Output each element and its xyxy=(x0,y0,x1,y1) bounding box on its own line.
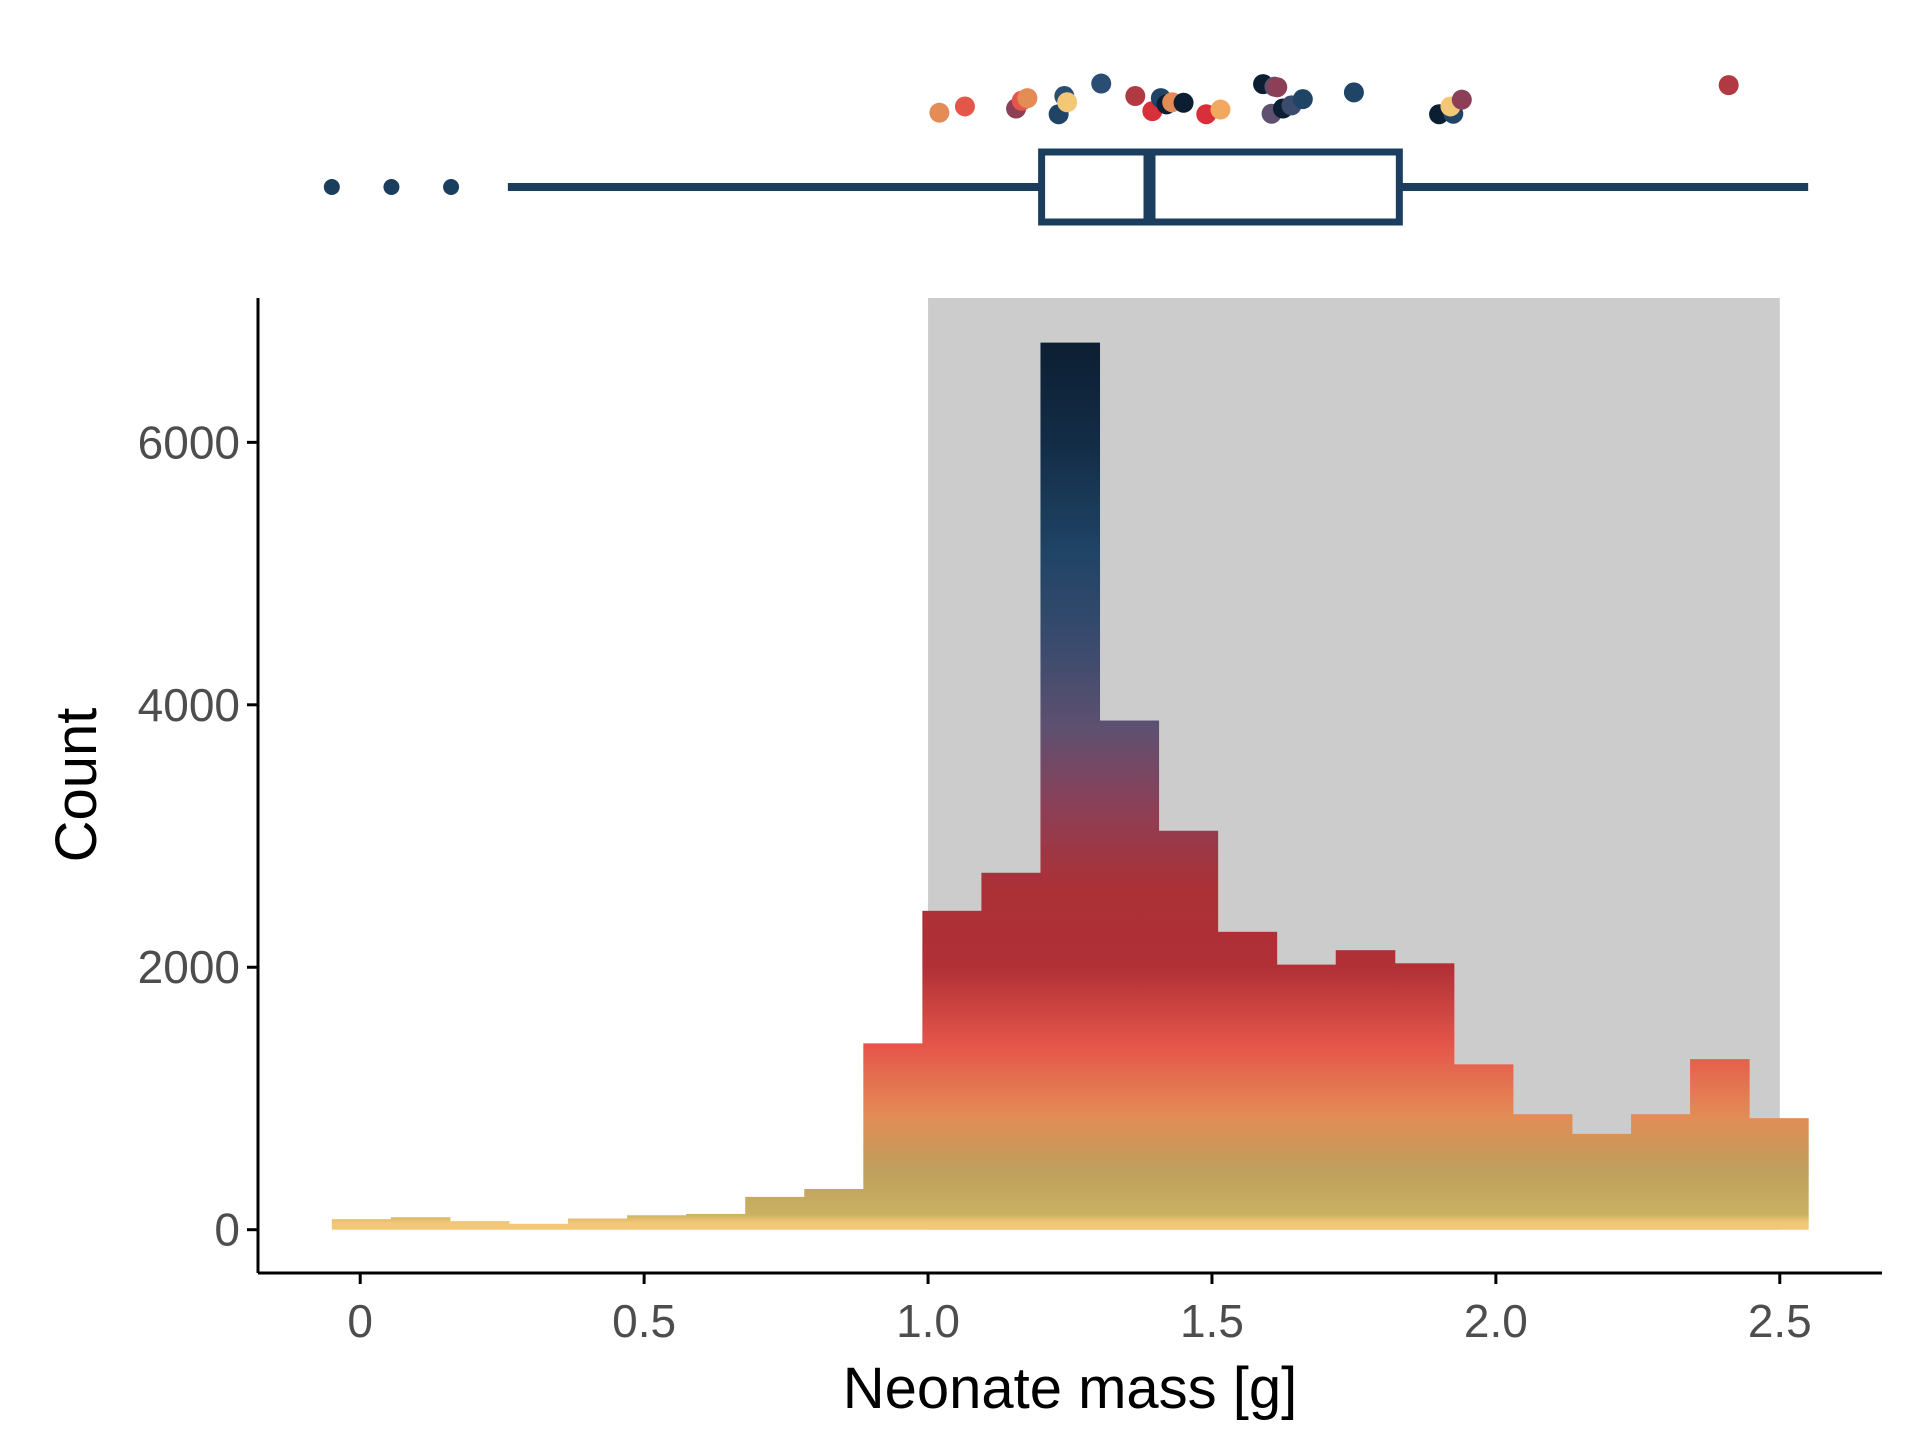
y-tick-label: 4000 xyxy=(138,679,240,731)
y-tick-label: 6000 xyxy=(138,416,240,468)
histogram-bar xyxy=(1571,1133,1632,1230)
scatter-point xyxy=(1057,92,1078,113)
scatter-point xyxy=(1091,73,1112,94)
x-axis-ticks: 0 0.5 1.0 1.5 2.0 2.5 xyxy=(347,1273,1812,1347)
y-axis-ticks: 0 2000 4000 6000 xyxy=(138,416,258,1256)
histogram-bar xyxy=(449,1221,510,1230)
boxplot xyxy=(323,148,1809,226)
x-tick-label: 2.5 xyxy=(1748,1295,1812,1347)
scatter-point xyxy=(1451,89,1472,110)
histogram-bar xyxy=(390,1217,451,1230)
scatter-point xyxy=(1125,86,1146,107)
boxplot-box xyxy=(1038,148,1403,226)
scatter-point xyxy=(954,96,975,117)
scatter-point xyxy=(1343,82,1364,103)
scatter-point xyxy=(929,102,950,123)
histogram-bar xyxy=(1099,720,1160,1230)
histogram-bar xyxy=(1040,342,1101,1230)
y-tick-label: 0 xyxy=(214,1204,240,1256)
boxplot-outlier xyxy=(443,179,460,195)
histogram-bar xyxy=(1512,1114,1573,1230)
histogram-bar xyxy=(568,1218,628,1230)
scatter-point xyxy=(1267,77,1288,98)
histogram-bar xyxy=(1690,1059,1750,1230)
histogram-bar xyxy=(804,1189,864,1230)
histogram-bar xyxy=(1453,1064,1514,1230)
histogram-bar xyxy=(863,1043,923,1230)
scatter-point xyxy=(1210,99,1231,120)
histogram-bars xyxy=(331,342,1809,1230)
scatter-points xyxy=(929,73,1739,125)
histogram-bar xyxy=(1158,830,1219,1230)
histogram-bar xyxy=(981,872,1041,1230)
x-tick-label: 1.5 xyxy=(1180,1295,1244,1347)
scatter-point xyxy=(1718,75,1739,96)
histogram-bar xyxy=(627,1215,687,1230)
histogram-bar xyxy=(1276,964,1337,1230)
x-tick-label: 0 xyxy=(347,1295,373,1347)
boxplot-outlier xyxy=(323,179,340,195)
histogram-bar xyxy=(331,1219,392,1230)
x-tick-label: 2.0 xyxy=(1464,1295,1528,1347)
x-tick-label: 1.0 xyxy=(896,1295,960,1347)
y-tick-label: 2000 xyxy=(138,941,240,993)
histogram-bar xyxy=(922,910,982,1230)
scatter-point xyxy=(1292,89,1313,110)
scatter-point xyxy=(1017,88,1038,109)
histogram-bar xyxy=(1749,1118,1809,1230)
boxplot-outlier xyxy=(383,179,400,195)
scatter-point xyxy=(1173,92,1194,113)
histogram-bar xyxy=(1631,1114,1691,1230)
histogram-bar xyxy=(1335,950,1396,1230)
x-axis-title: Neonate mass [g] xyxy=(843,1356,1298,1421)
histogram-bar xyxy=(1217,931,1278,1230)
histogram-bar xyxy=(686,1213,746,1230)
histogram-bar xyxy=(508,1223,569,1230)
y-axis-title: Count xyxy=(44,708,109,863)
histogram-bar xyxy=(1394,963,1455,1230)
histogram-bar xyxy=(745,1196,805,1230)
x-tick-label: 0.5 xyxy=(612,1295,676,1347)
